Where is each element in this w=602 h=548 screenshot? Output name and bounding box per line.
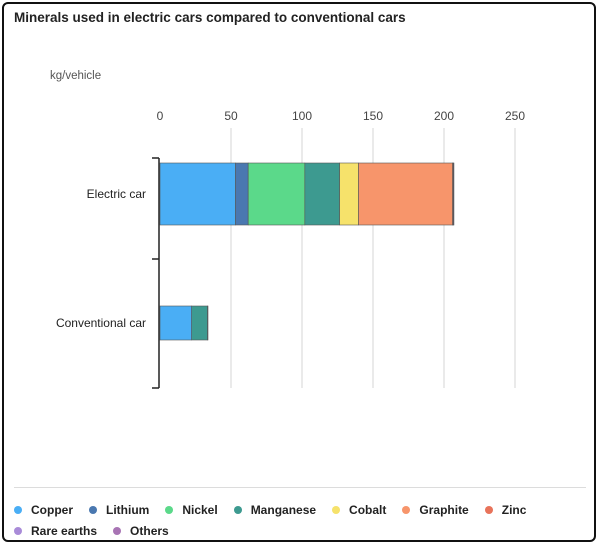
legend-label: Others	[130, 523, 169, 538]
x-tick-label: 200	[434, 109, 454, 123]
legend-label: Copper	[31, 502, 73, 517]
bar-segment-cobalt	[339, 162, 359, 226]
bars	[159, 162, 455, 341]
x-tick-labels: 0 50 100 150 200 250	[157, 109, 526, 123]
legend-label: Nickel	[182, 502, 218, 517]
bar-segment-copper	[159, 305, 192, 341]
x-tick-label: 50	[224, 109, 238, 123]
unit-label: kg/vehicle	[50, 70, 102, 82]
chart-title: Minerals used in electric cars compared …	[14, 10, 406, 25]
legend-swatch	[89, 505, 97, 514]
category-label: Electric car	[87, 187, 146, 201]
legend-label: Rare earths	[31, 523, 98, 538]
x-tick-label: 250	[505, 109, 525, 123]
legend-row: Rare earths Others	[14, 520, 584, 541]
category-axis	[152, 157, 160, 389]
bar-segment-lithium	[235, 162, 249, 226]
legend-swatch	[165, 505, 174, 514]
legend-item: Others	[113, 524, 169, 538]
legend-swatch	[332, 505, 341, 514]
legend: Copper Lithium Nickel Manganese Cobalt Graphi…	[14, 499, 584, 541]
legend-label: Lithium	[106, 502, 150, 517]
bar-segment-graphite	[358, 162, 453, 226]
legend-swatch	[484, 505, 493, 514]
legend-item: Cobalt	[332, 503, 386, 517]
legend-label: Zinc	[501, 502, 527, 517]
legend-swatch	[14, 505, 22, 514]
bar-segment-manganese	[304, 162, 340, 226]
legend-item: Manganese	[233, 502, 317, 517]
legend-swatch	[113, 526, 122, 535]
bar-segment-copper	[159, 162, 236, 226]
legend-item: Zinc	[484, 502, 527, 517]
chart-frame	[2, 2, 596, 542]
bar-segment-manganese	[191, 305, 208, 341]
legend-label: Manganese	[250, 502, 317, 517]
legend-separator	[14, 487, 586, 488]
legend-swatch	[233, 505, 242, 514]
category-labels: Electric car Conventional car	[56, 187, 146, 330]
legend-item: Copper	[14, 503, 73, 517]
legend-swatch	[14, 526, 22, 535]
x-tick-label: 100	[292, 109, 312, 123]
legend-item: Nickel	[165, 502, 218, 517]
legend-swatch	[402, 505, 411, 514]
legend-item: Rare earths	[14, 524, 97, 538]
legend-label: Cobalt	[349, 502, 387, 517]
legend-label: Graphite	[419, 502, 469, 517]
x-tick-label: 0	[157, 109, 164, 123]
bar-segment-nickel	[247, 162, 306, 226]
category-label: Conventional car	[56, 316, 146, 330]
legend-row: Copper Lithium Nickel Manganese Cobalt Graphi…	[14, 499, 584, 520]
legend-item: Lithium	[89, 503, 149, 517]
legend-item: Graphite	[402, 502, 469, 517]
x-tick-label: 150	[363, 109, 383, 123]
